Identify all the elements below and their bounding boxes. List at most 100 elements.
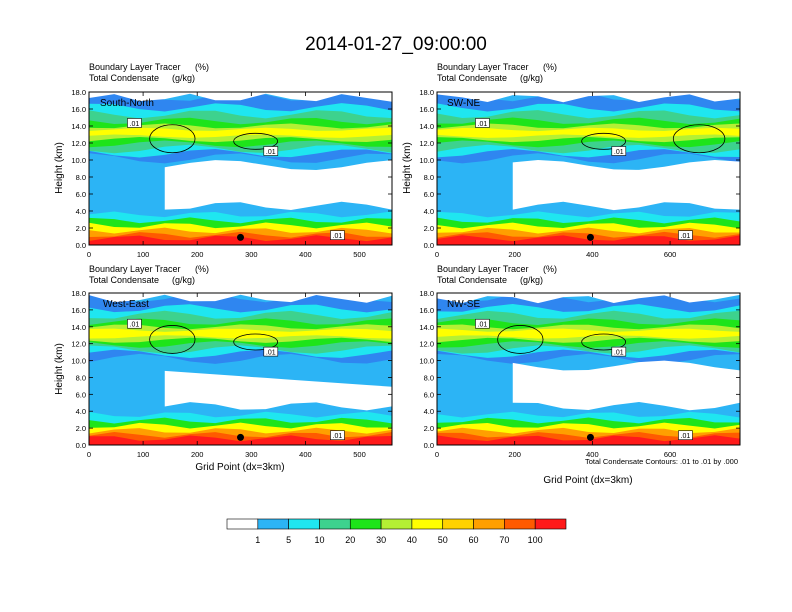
contour-label-box [127,318,142,329]
y-tick-label: 16.0 [71,105,86,114]
contour-label: .01 [614,350,624,357]
contour-label: .01 [266,350,276,357]
panel-label: NW-SE [447,299,480,310]
x-axis-label: Grid Point (dx=3km) [195,462,284,473]
contour-label-box [475,318,490,329]
colorbar-label: 10 [314,535,324,545]
y-tick-label: 6.0 [424,390,434,399]
panel-header-line1: Boundary Layer Tracer [437,264,529,274]
y-tick-label: 14.0 [419,122,434,131]
clear-air-mid [512,360,740,411]
colorbar-label: 60 [469,535,479,545]
panel-header-units1: (%) [195,62,209,72]
y-tick-label: 8.0 [76,373,86,382]
colorbar-label: 40 [407,535,417,545]
colorbar-swatch [534,518,567,530]
y-tick-label: 18.0 [419,88,434,97]
y-tick-label: 4.0 [424,407,434,416]
contour-label: .01 [614,149,624,156]
x-tick-label: 600 [664,450,677,459]
colorbar-swatch [349,518,382,530]
y-tick-label: 8.0 [76,173,86,182]
x-tick-label: 0 [435,450,439,459]
colorbar: 1 5 10 20 30 40 50 60 70 100 [226,518,567,545]
panel-header-units2: (g/kg) [172,275,195,285]
plot-area: .01 .01 .01 [437,92,740,245]
panel-header-line2: Total Condensate [89,73,159,83]
plot-frame [88,292,393,446]
colorbar-swatch [442,518,474,530]
figure-title: 2014-01-27_09:00:00 [305,34,487,55]
panel-header-units2: (g/kg) [172,73,195,83]
y-tick-label: 2.0 [76,224,86,233]
condensate-contour [672,124,726,154]
colorbar-label: 100 [528,535,543,545]
colorbar-label: 1 [255,535,260,545]
y-tick-label: 18.0 [419,289,434,298]
contour-label-box [263,346,279,357]
y-tick-label: 14.0 [71,323,86,332]
x-tick-label: 200 [508,450,521,459]
y-tick-label: 4.0 [424,207,434,216]
colorbar-swatch [319,518,351,530]
y-axis: 0.0 2.0 4.0 6.0 8.0 10.0 12.0 14.0 16.0 18.0 [419,88,740,250]
x-tick-label: 200 [191,250,204,259]
colorbar-swatch [473,518,505,530]
panel-label: South-North [100,98,154,109]
colorbar-label: 50 [438,535,448,545]
x-tick-label: 200 [191,450,204,459]
colorbar-swatch [288,518,320,530]
x-tick-label: 300 [245,250,258,259]
y-axis: 0.0 2.0 4.0 6.0 8.0 10.0 12.0 14.0 16.0 18.0 [71,88,392,250]
panel-header-line2: Total Condensate [89,275,159,285]
x-tick-label: 400 [299,250,312,259]
contour-label-box [678,430,693,441]
y-tick-label: 12.0 [71,139,86,148]
x-tick-label: 400 [586,250,599,259]
x-tick-label: 400 [586,450,599,459]
plot-frame [436,292,741,446]
condensate-contour [149,124,196,154]
contour-label: .01 [333,433,343,440]
x-tick-label: 0 [87,250,91,259]
colorbar-swatch [380,518,413,530]
panel-header-units2: (g/kg) [520,73,543,83]
clear-air-top [437,92,740,103]
contour-label-box [678,230,693,240]
y-tick-label: 16.0 [71,306,86,315]
contour-label: .01 [478,322,488,329]
y-tick-label: 6.0 [76,190,86,199]
colorbar-label: 30 [376,535,386,545]
colorbar-swatch [411,518,444,530]
y-tick-label: 0.0 [424,241,434,250]
y-axis-label: Height (km) [54,142,65,194]
x-axis: 0 200 400 600 [435,92,676,259]
location-marker [586,233,594,241]
y-tick-label: 14.0 [419,323,434,332]
y-axis: 0.0 2.0 4.0 6.0 8.0 10.0 12.0 14.0 16.0 18.0 [71,289,392,450]
clear-air-top [89,293,392,303]
plot-area: .01 .01 .01 [89,92,392,245]
panel-header-units1: (%) [543,62,557,72]
panel-header-line1: Boundary Layer Tracer [437,62,529,72]
x-tick-label: 600 [664,250,677,259]
x-tick-label: 400 [299,450,312,459]
clear-air-mid [164,160,392,211]
panel-header-units1: (%) [195,264,209,274]
contour-label-box [330,430,345,441]
contour-label-box [611,146,627,156]
contour-label-box [127,118,142,128]
y-tick-label: 2.0 [424,424,434,433]
panel-label: West-East [103,299,149,310]
condensate-contour [233,333,279,351]
boundary-layer-band [89,435,392,445]
panel-header-line1: Boundary Layer Tracer [89,264,181,274]
plot-frame [436,91,741,246]
x-axis-label: Grid Point (dx=3km) [543,475,632,486]
contour-note: Total Condensate Contours: .01 to .01 by… [585,457,738,466]
y-tick-label: 0.0 [76,441,86,450]
panel-south-north: Boundary Layer Tracer (%) Total Condensa… [54,62,393,259]
location-marker [237,433,244,441]
x-tick-label: 100 [137,250,150,259]
